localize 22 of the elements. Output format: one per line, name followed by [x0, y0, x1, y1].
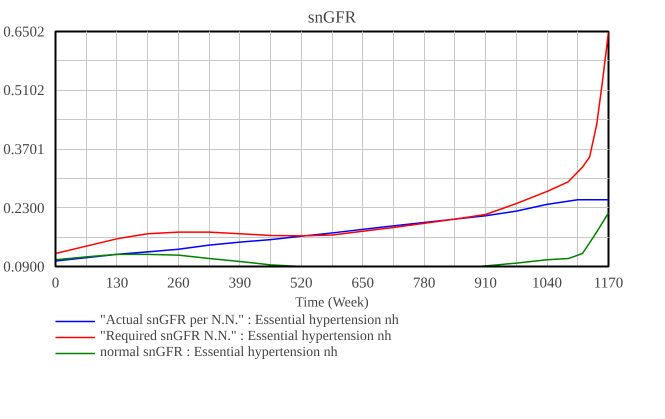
x-tick-label: 780 [412, 276, 436, 292]
x-tick-label: 0 [52, 276, 60, 292]
x-tick-label: 1040 [532, 276, 562, 292]
y-tick-label: 0.5102 [3, 83, 44, 100]
x-tick-label: 1170 [594, 276, 624, 292]
x-axis-title: Time (Week) [295, 296, 370, 310]
x-tick-label: 130 [106, 276, 128, 292]
x-tick-label: 650 [351, 276, 374, 292]
line-series [56, 199, 608, 262]
y-tick-label: 0.6502 [3, 24, 44, 40]
chart-title: snGFR [308, 8, 357, 26]
x-tick-label: 390 [228, 276, 252, 292]
line-series [56, 32, 608, 254]
legend-label: normal snGFR : Essential hypertension nh [100, 345, 338, 361]
x-tick-label: 260 [167, 276, 190, 292]
y-tick-label: 0.0900 [3, 260, 44, 276]
x-tick-label: 520 [290, 276, 313, 292]
legend-label: "Actual snGFR per N.N." : Essential hypertension nh [100, 313, 399, 329]
y-tick-label: 0.3701 [3, 142, 44, 158]
legend-label: "Required snGFR N.N." : Essential hypertension nh [100, 329, 392, 345]
y-tick-label: 0.2300 [3, 200, 44, 217]
x-tick-label: 910 [474, 276, 497, 292]
